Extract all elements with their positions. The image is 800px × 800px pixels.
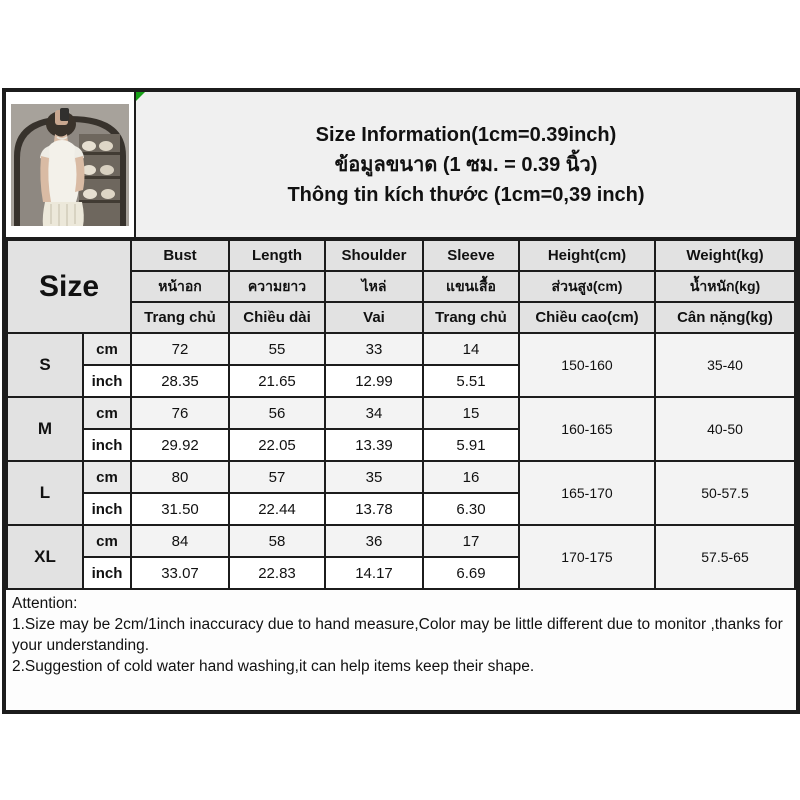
header-band: Size Information(1cm=0.39inch) ข้อมูลขนา… — [6, 92, 796, 239]
value-s-shoulder-cm: 33 — [324, 332, 424, 366]
value-xl-sleeve-cm: 17 — [422, 524, 520, 558]
attention-line-2: 2.Suggestion of cold water hand washing,… — [12, 658, 535, 675]
unit-label-inch: inch — [82, 556, 132, 590]
value-l-sleeve-inch: 6.30 — [422, 492, 520, 526]
height-range-xl: 170-175 — [518, 524, 656, 590]
value-m-length-cm: 56 — [228, 396, 326, 430]
value-l-sleeve-cm: 16 — [422, 460, 520, 494]
weight-range-s: 35-40 — [654, 332, 796, 398]
value-xl-shoulder-cm: 36 — [324, 524, 424, 558]
unit-label-inch: inch — [82, 364, 132, 398]
value-xl-bust-inch: 33.07 — [130, 556, 230, 590]
size-row-label-s: S — [6, 332, 84, 398]
cell-note-marker-icon — [136, 92, 145, 101]
col-header-shoulder-en: Shoulder — [324, 239, 424, 272]
model-figure — [40, 107, 85, 226]
size-corner-label: Size — [6, 239, 132, 334]
product-photo — [6, 92, 136, 237]
value-s-sleeve-inch: 5.51 — [422, 364, 520, 398]
unit-label-inch: inch — [82, 428, 132, 462]
col-header-length-en: Length — [228, 239, 326, 272]
unit-label-cm: cm — [82, 396, 132, 430]
value-m-sleeve-cm: 15 — [422, 396, 520, 430]
value-xl-length-cm: 58 — [228, 524, 326, 558]
col-header-weight-th: น้ำหนัก(kg) — [654, 270, 796, 303]
col-header-weight-en: Weight(kg) — [654, 239, 796, 272]
size-chart-sheet: Size Information(1cm=0.39inch) ข้อมูลขนา… — [2, 88, 800, 714]
title-en: Size Information(1cm=0.39inch) — [315, 123, 617, 146]
title-vi: Thông tin kích thước (1cm=0,39 inch) — [287, 183, 645, 206]
unit-label-cm: cm — [82, 460, 132, 494]
size-table: Size Bust Length Shoulder Sleeve Height(… — [6, 239, 796, 590]
product-photo-illustration — [11, 103, 129, 226]
col-header-length-th: ความยาว — [228, 270, 326, 303]
title-block: Size Information(1cm=0.39inch) ข้อมูลขนา… — [136, 92, 796, 237]
value-l-shoulder-inch: 13.78 — [324, 492, 424, 526]
height-range-m: 160-165 — [518, 396, 656, 462]
value-l-bust-inch: 31.50 — [130, 492, 230, 526]
col-header-height-th: ส่วนสูง(cm) — [518, 270, 656, 303]
value-m-length-inch: 22.05 — [228, 428, 326, 462]
weight-range-l: 50-57.5 — [654, 460, 796, 526]
height-range-l: 165-170 — [518, 460, 656, 526]
col-header-height-vi: Chiều cao(cm) — [518, 301, 656, 334]
value-xl-bust-cm: 84 — [130, 524, 230, 558]
value-l-shoulder-cm: 35 — [324, 460, 424, 494]
col-header-height-en: Height(cm) — [518, 239, 656, 272]
value-l-length-inch: 22.44 — [228, 492, 326, 526]
value-s-length-cm: 55 — [228, 332, 326, 366]
value-s-length-inch: 21.65 — [228, 364, 326, 398]
col-header-sleeve-vi: Trang chủ — [422, 301, 520, 334]
col-header-bust-vi: Trang chủ — [130, 301, 230, 334]
value-l-length-cm: 57 — [228, 460, 326, 494]
col-header-bust-th: หน้าอก — [130, 270, 230, 303]
attention-note: Attention: 1.Size may be 2cm/1inch inacc… — [6, 590, 796, 710]
unit-label-cm: cm — [82, 332, 132, 366]
unit-label-cm: cm — [82, 524, 132, 558]
value-l-bust-cm: 80 — [130, 460, 230, 494]
col-header-shoulder-th: ไหล่ — [324, 270, 424, 303]
col-header-shoulder-vi: Vai — [324, 301, 424, 334]
title-th: ข้อมูลขนาด (1 ซม. = 0.39 นิ้ว) — [334, 153, 598, 176]
attention-title: Attention: — [12, 595, 78, 612]
shoe-shelf — [79, 133, 120, 226]
value-m-sleeve-inch: 5.91 — [422, 428, 520, 462]
value-s-bust-cm: 72 — [130, 332, 230, 366]
value-xl-shoulder-inch: 14.17 — [324, 556, 424, 590]
value-xl-sleeve-inch: 6.69 — [422, 556, 520, 590]
value-m-shoulder-inch: 13.39 — [324, 428, 424, 462]
height-range-s: 150-160 — [518, 332, 656, 398]
col-header-bust-en: Bust — [130, 239, 230, 272]
col-header-length-vi: Chiều dài — [228, 301, 326, 334]
col-header-sleeve-en: Sleeve — [422, 239, 520, 272]
size-row-label-xl: XL — [6, 524, 84, 590]
value-s-shoulder-inch: 12.99 — [324, 364, 424, 398]
col-header-weight-vi: Cân nặng(kg) — [654, 301, 796, 334]
weight-range-m: 40-50 — [654, 396, 796, 462]
value-m-bust-cm: 76 — [130, 396, 230, 430]
value-m-bust-inch: 29.92 — [130, 428, 230, 462]
value-m-shoulder-cm: 34 — [324, 396, 424, 430]
size-row-label-m: M — [6, 396, 84, 462]
col-header-sleeve-th: แขนเสื้อ — [422, 270, 520, 303]
attention-line-1: 1.Size may be 2cm/1inch inaccuracy due t… — [12, 616, 783, 654]
weight-range-xl: 57.5-65 — [654, 524, 796, 590]
value-xl-length-inch: 22.83 — [228, 556, 326, 590]
size-row-label-l: L — [6, 460, 84, 526]
value-s-bust-inch: 28.35 — [130, 364, 230, 398]
unit-label-inch: inch — [82, 492, 132, 526]
value-s-sleeve-cm: 14 — [422, 332, 520, 366]
